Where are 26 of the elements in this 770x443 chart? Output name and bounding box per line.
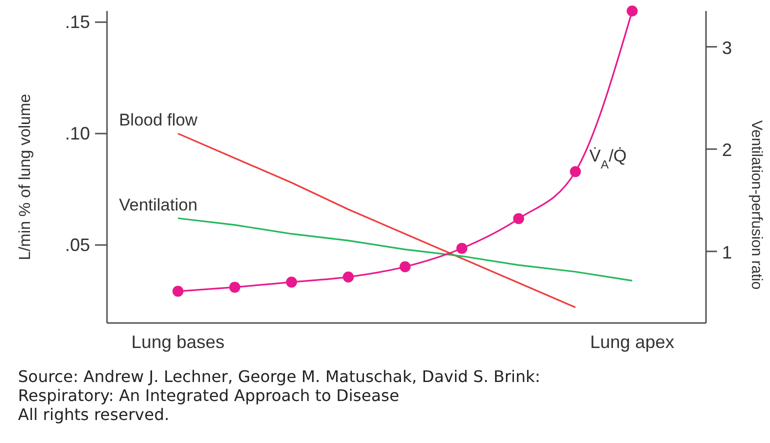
y2-tick-label: 3 xyxy=(722,38,732,58)
point xyxy=(172,286,184,297)
point xyxy=(570,166,581,178)
point xyxy=(400,261,411,272)
line-series xyxy=(177,217,633,282)
series-label: V̇$_{A}$/Q̇ xyxy=(589,146,627,172)
x-tick-label: Lung bases xyxy=(131,332,225,352)
point xyxy=(286,276,298,288)
text: All rights reserved. xyxy=(18,405,170,424)
point xyxy=(342,271,354,282)
y-axis-title: L/min % of lung volume xyxy=(17,94,34,260)
y-tick-label: .05 xyxy=(64,235,90,255)
y2-tick-label: 1 xyxy=(722,242,732,262)
point xyxy=(229,282,240,293)
x-tick-label: Lung apex xyxy=(590,332,674,352)
y-tick-label: .10 xyxy=(64,124,90,144)
source-note: Source: Andrew J. Lechner, George M. Matuschak, David S. Brink: xyxy=(18,367,540,386)
text: Respiratory: An Integrated Approach to Disease xyxy=(18,386,400,405)
y-tick-label: .15 xyxy=(64,12,90,32)
y2-tick-label: 2 xyxy=(722,140,732,160)
point xyxy=(456,242,468,254)
series-label: Ventilation xyxy=(118,195,198,214)
point xyxy=(513,213,524,224)
point xyxy=(626,6,638,16)
y2-axis-title: Ventilation-perfusion ratio xyxy=(748,120,765,290)
series-label: Blood flow xyxy=(118,110,198,130)
